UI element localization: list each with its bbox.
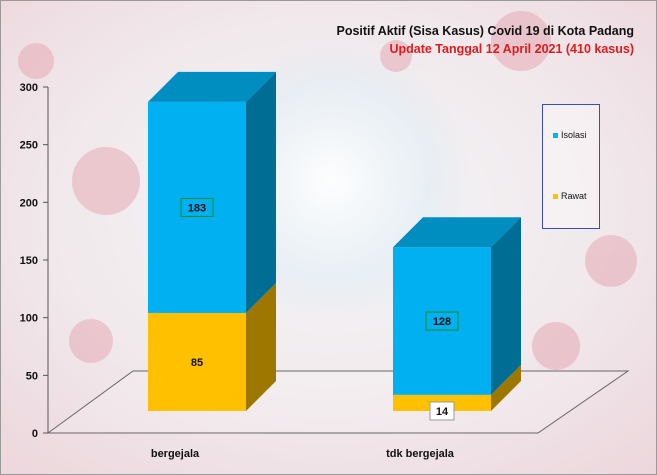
chart-title-block: Positif Aktif (Sisa Kasus) Covid 19 di K… — [336, 22, 634, 58]
bar-side-rawat-tdk-bergejala — [491, 364, 521, 411]
floor-plane — [46, 370, 630, 434]
data-label-box-isolasi-bergejala — [180, 197, 214, 217]
bar-top-isolasi-bergejala — [148, 71, 276, 102]
data-label-isolasi-bergejala: 183 — [188, 202, 206, 214]
labels: bergejala tdk bergejala 85 183 14 128 — [151, 197, 459, 460]
y-tick-label: 300 — [20, 82, 38, 94]
legend-item-rawat: Rawat — [553, 191, 587, 201]
axes: 0 50 100 150 200 250 300 — [20, 82, 630, 440]
data-label-box-rawat-bergejala — [185, 352, 209, 371]
bars — [148, 71, 521, 411]
data-label-box-rawat-tdk-bergejala — [429, 401, 455, 421]
chart-subtitle: Update Tanggal 12 April 2021 (410 kasus) — [389, 42, 634, 56]
y-tick-label: 100 — [20, 313, 38, 325]
legend-swatch-isolasi — [553, 133, 558, 139]
bar-top-isolasi-tdk-bergejala — [393, 217, 521, 248]
y-tick-label: 0 — [32, 428, 38, 440]
bar-side-isolasi-bergejala — [246, 71, 276, 313]
data-label-rawat-bergejala: 85 — [191, 357, 203, 369]
data-label-isolasi-tdk-bergejala: 128 — [433, 316, 451, 328]
y-tick-label: 200 — [20, 197, 38, 209]
data-label-rawat-tdk-bergejala: 14 — [436, 406, 449, 418]
legend-item-isolasi: Isolasi — [553, 130, 587, 140]
bar-side-rawat-bergejala — [246, 282, 276, 411]
legend: Isolasi Rawat — [542, 104, 600, 229]
legend-label-rawat: Rawat — [561, 191, 587, 201]
bar-side-isolasi-tdk-bergejala — [491, 217, 521, 395]
x-tick-label: tdk bergejala — [386, 448, 455, 460]
y-tick-label: 150 — [20, 255, 38, 267]
legend-label-isolasi: Isolasi — [561, 130, 587, 140]
x-tick-label: bergejala — [151, 448, 200, 460]
data-label-box-isolasi-tdk-bergejala — [425, 311, 459, 331]
legend-swatch-rawat — [553, 194, 558, 200]
y-tick-label: 50 — [26, 370, 38, 382]
chart-title: Positif Aktif (Sisa Kasus) Covid 19 di K… — [336, 24, 634, 38]
y-tick-label: 250 — [20, 140, 38, 152]
